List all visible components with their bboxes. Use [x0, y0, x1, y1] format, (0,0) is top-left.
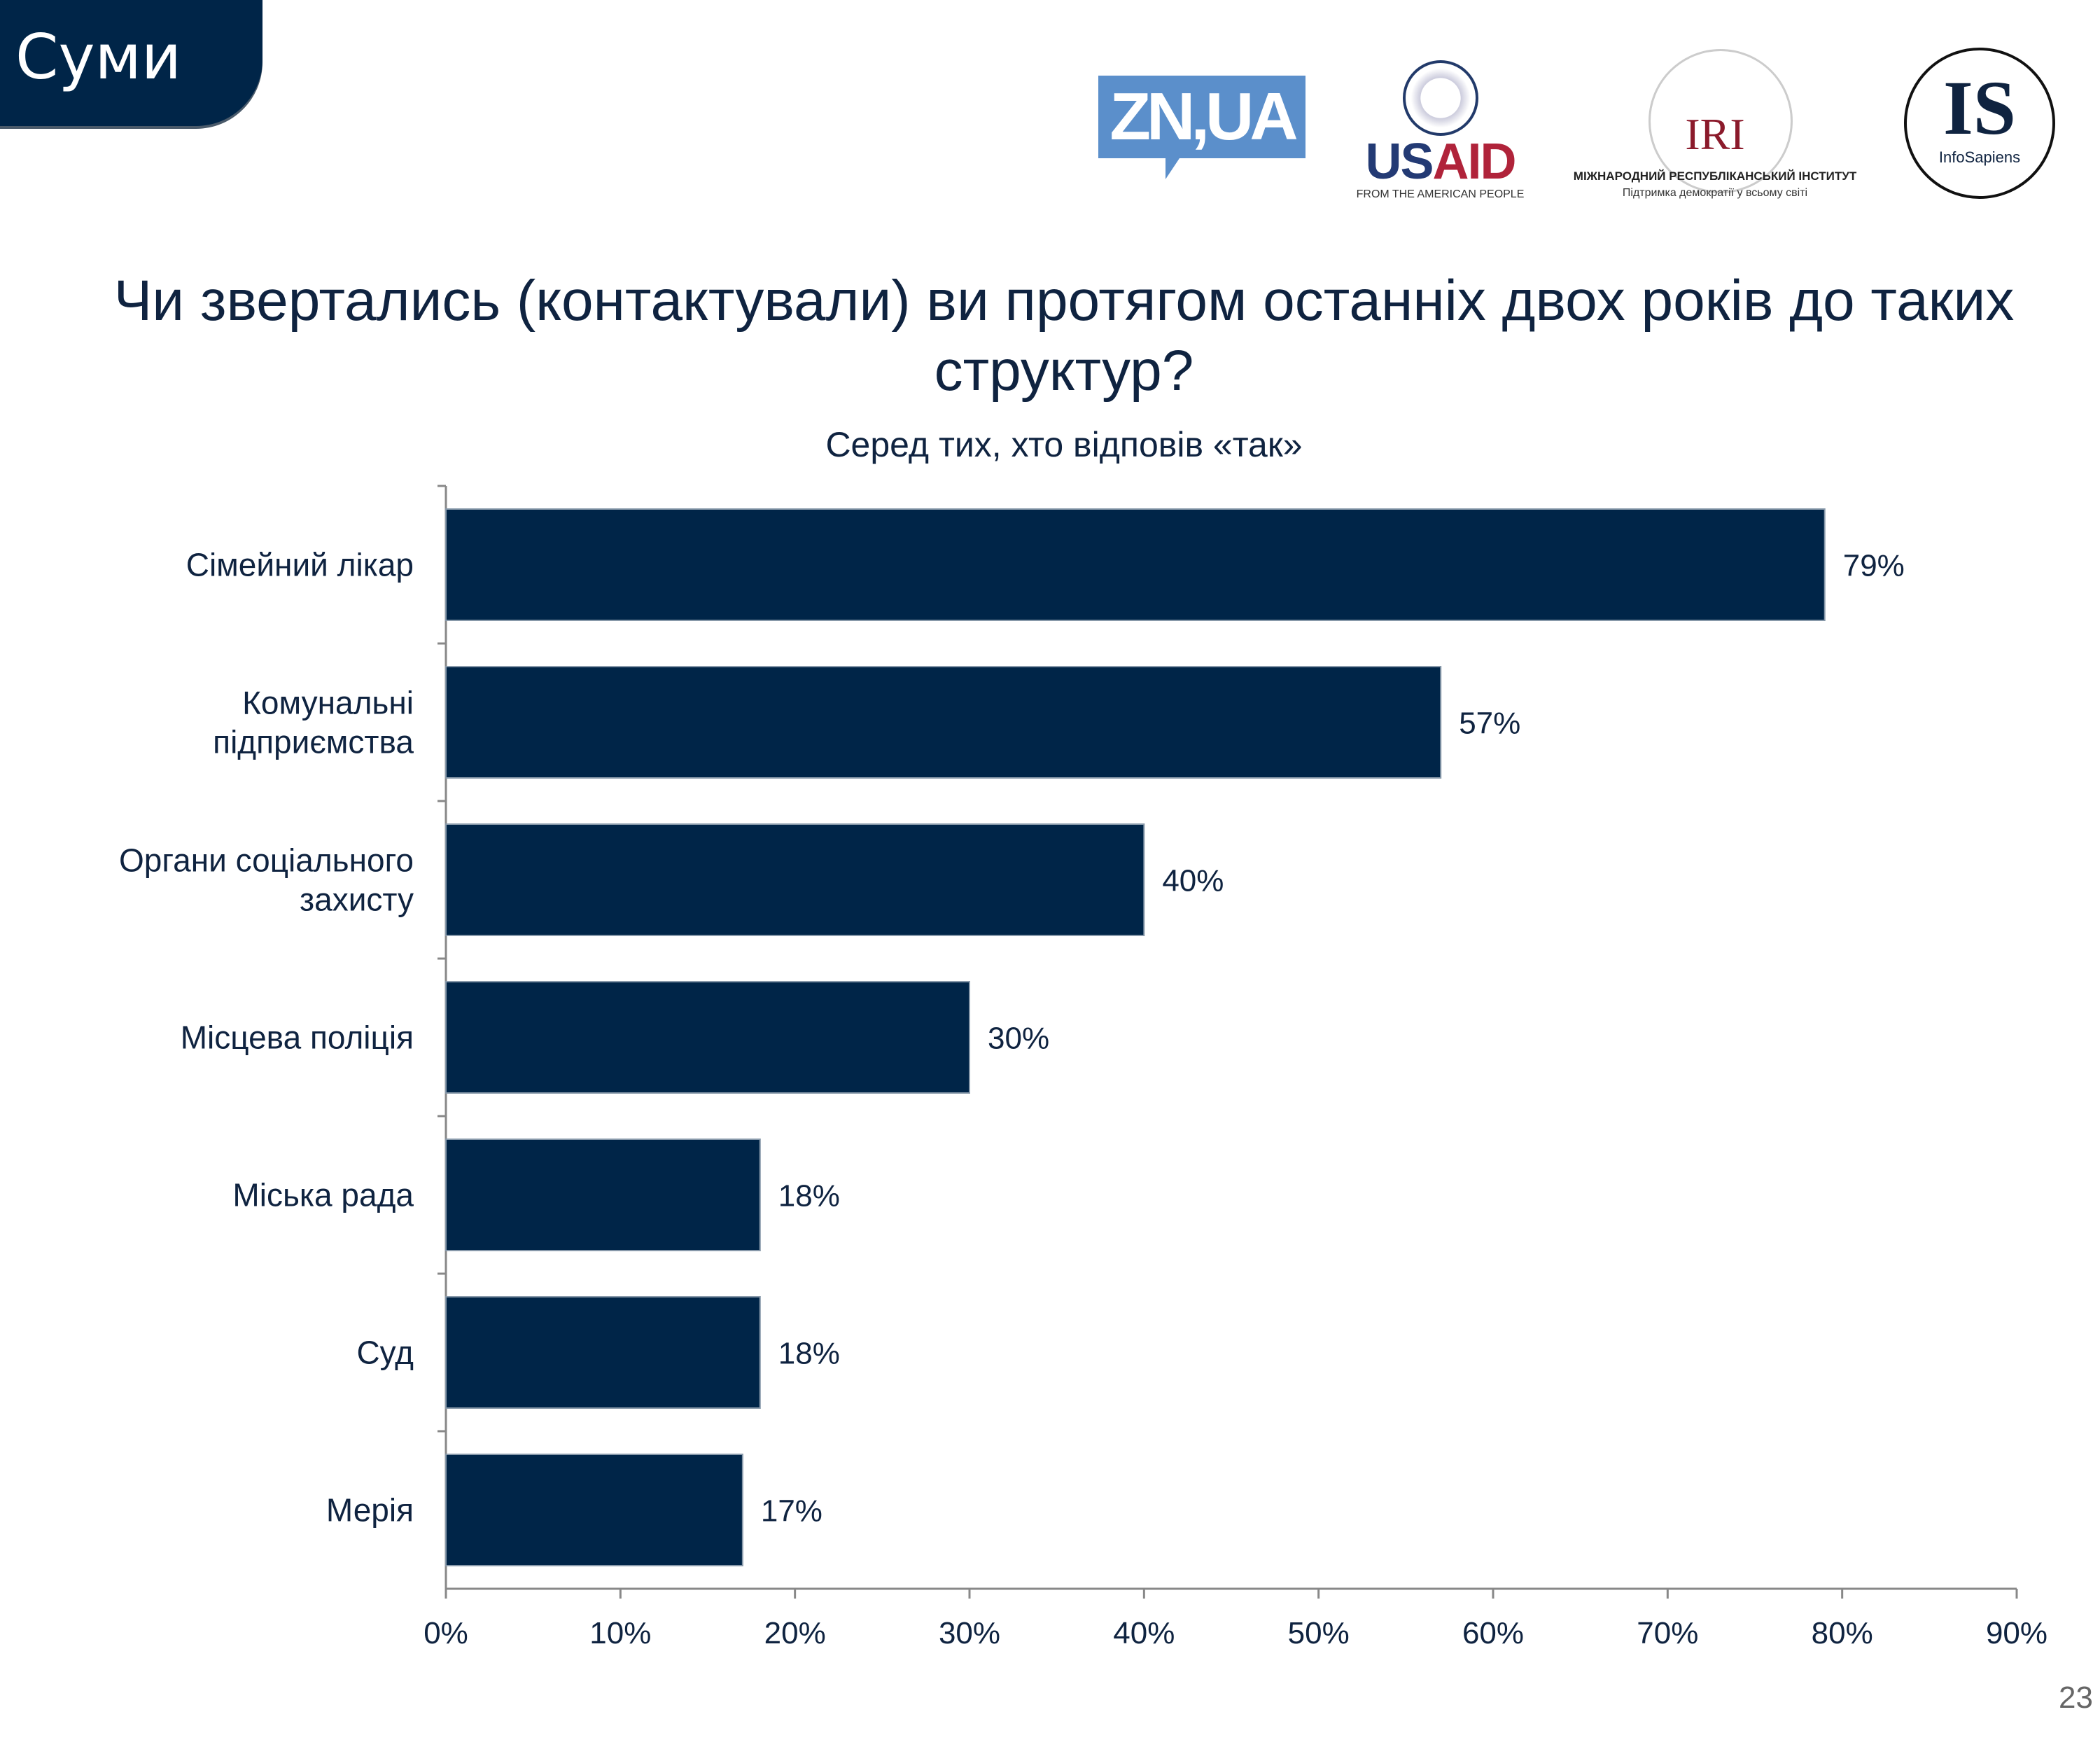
category-label: підприємства — [213, 724, 414, 760]
bar — [445, 1139, 761, 1251]
category-label: Суд — [356, 1335, 414, 1371]
category-label: захисту — [300, 882, 414, 918]
category-label: Органи соціального — [119, 842, 414, 879]
x-tick-label: 70% — [1637, 1616, 1698, 1650]
bar — [445, 508, 1826, 621]
iri-logo: IRI МІЖНАРОДНИЙ РЕСПУБЛІКАНСЬКИЙ ІНСТИТУ… — [1561, 49, 1869, 203]
x-tick-label: 30% — [939, 1616, 1000, 1650]
x-tick-label: 10% — [589, 1616, 651, 1650]
data-label: 18% — [778, 1337, 840, 1371]
chart-subtitle: Серед тих, хто відповів «так» — [825, 425, 1303, 464]
category-label: Сімейний лікар — [186, 547, 414, 583]
x-tick-label: 50% — [1288, 1616, 1350, 1650]
iri-name: МІЖНАРОДНИЙ РЕСПУБЛІКАНСЬКИЙ ІНСТИТУТ — [1573, 169, 1857, 183]
city-badge: Суми — [0, 0, 262, 126]
x-tick-label: 60% — [1462, 1616, 1524, 1650]
usaid-seal-icon — [1402, 60, 1478, 136]
x-tick-label: 40% — [1113, 1616, 1175, 1650]
x-tick-label: 80% — [1812, 1616, 1873, 1650]
category-label: Комунальні — [242, 685, 414, 721]
iri-tagline: Підтримка демократії у всьому світі — [1622, 187, 1808, 199]
data-label: 57% — [1459, 707, 1520, 741]
category-label: Місцева поліція — [181, 1019, 414, 1056]
category-label: Мерія — [326, 1492, 414, 1529]
x-tick-label: 0% — [424, 1616, 468, 1650]
usaid-logo: USAID FROM THE AMERICAN PEOPLE — [1351, 60, 1530, 200]
page-number: 23 — [2059, 1680, 2093, 1715]
bar — [445, 1454, 743, 1566]
chart-title: Чи звертались (контактували) ви протягом… — [113, 269, 2015, 403]
bar — [445, 1296, 761, 1409]
bar — [445, 981, 970, 1094]
category-label: Міська рада — [232, 1177, 414, 1213]
data-label: 17% — [761, 1494, 822, 1529]
city-name: Суми — [15, 21, 182, 93]
data-label: 18% — [778, 1179, 840, 1213]
usaid-tagline: FROM THE AMERICAN PEOPLE — [1356, 188, 1525, 200]
bar — [445, 666, 1442, 779]
bar — [445, 823, 1145, 936]
data-label: 40% — [1162, 864, 1224, 898]
x-tick-label: 90% — [1986, 1616, 2047, 1650]
x-tick-label: 20% — [764, 1616, 826, 1650]
infosapiens-logo: IS InfoSapiens — [1904, 48, 2055, 199]
zn-ua-logo: ZN,UA — [1098, 76, 1306, 179]
data-label: 30% — [988, 1022, 1049, 1056]
globe-icon — [1648, 49, 1793, 193]
data-label: 79% — [1843, 549, 1905, 583]
